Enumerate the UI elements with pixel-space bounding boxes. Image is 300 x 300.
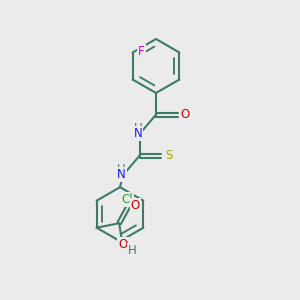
Text: O: O: [131, 199, 140, 212]
Text: O: O: [118, 238, 127, 251]
Text: N: N: [134, 127, 142, 140]
Text: S: S: [165, 149, 172, 162]
Text: N: N: [117, 168, 126, 181]
Text: H: H: [117, 163, 126, 176]
Text: F: F: [138, 45, 145, 58]
Text: H: H: [128, 244, 137, 257]
Text: H: H: [134, 122, 142, 135]
Text: O: O: [181, 108, 190, 121]
Text: Cl: Cl: [121, 193, 133, 206]
